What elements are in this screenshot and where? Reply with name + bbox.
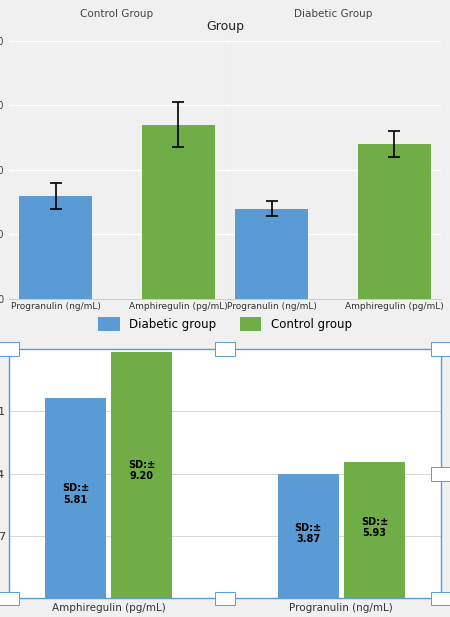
Bar	[432, 342, 450, 356]
Bar	[278, 474, 338, 598]
Bar	[0, 592, 18, 605]
Bar	[45, 398, 106, 598]
Legend: Diabetic group, Control group: Diabetic group, Control group	[94, 312, 356, 336]
Bar	[216, 592, 234, 605]
Text: SD:±
5.81: SD:± 5.81	[62, 483, 89, 505]
Title: Control Group: Control Group	[81, 9, 153, 19]
Bar	[235, 209, 308, 299]
Bar	[19, 196, 92, 299]
Bar	[112, 352, 172, 598]
Text: SD:±
9.20: SD:± 9.20	[128, 460, 156, 481]
Bar	[216, 342, 234, 356]
Text: SD:±
5.93: SD:± 5.93	[361, 517, 388, 539]
Title: Diabetic Group: Diabetic Group	[294, 9, 372, 19]
Bar	[344, 462, 405, 598]
Bar	[0, 342, 18, 356]
Bar	[432, 592, 450, 605]
Text: Group: Group	[206, 20, 244, 33]
Bar	[142, 125, 215, 299]
Bar	[432, 466, 450, 481]
Text: Error bars: 95% CI: Error bars: 95% CI	[184, 349, 266, 358]
Bar	[358, 144, 431, 299]
Text: SD:±
3.87: SD:± 3.87	[294, 523, 322, 544]
